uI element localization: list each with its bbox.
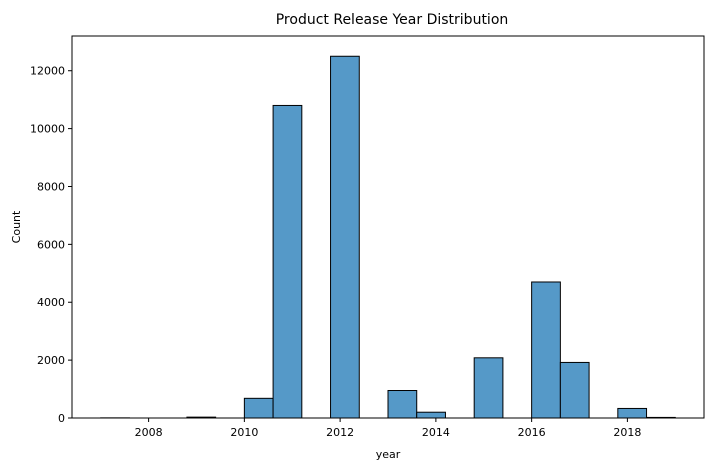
x-tick-label: 2008 [135, 426, 163, 439]
chart-title: Product Release Year Distribution [276, 12, 509, 28]
x-axis-label: year [376, 448, 401, 461]
x-tick-label: 2014 [422, 426, 450, 439]
x-axis-ticks: 2008 2010 2012 2014 2016 2018 [135, 418, 641, 439]
histogram-bar [473, 357, 504, 419]
histogram-bar [559, 361, 590, 419]
histogram-bar [531, 281, 561, 419]
y-tick-label: 6000 [37, 238, 65, 251]
y-tick-label: 12000 [30, 65, 65, 78]
histogram-bar [330, 55, 360, 419]
histogram-bar [617, 407, 648, 419]
histogram-bar [387, 390, 418, 419]
plot-frame [71, 35, 705, 419]
x-tick-label: 2018 [613, 426, 641, 439]
x-tick-label: 2012 [326, 426, 354, 439]
x-tick-label: 2016 [518, 426, 546, 439]
histogram-bar [272, 104, 303, 419]
x-tick-label: 2010 [230, 426, 258, 439]
histogram-bar [243, 397, 274, 419]
y-axis-ticks: 0 2000 4000 6000 8000 10000 12000 [30, 65, 72, 425]
y-axis-label: Count [10, 210, 23, 243]
histogram-bar [416, 411, 446, 419]
bars-group [100, 55, 676, 419]
y-tick-label: 4000 [37, 296, 65, 309]
y-tick-label: 10000 [30, 123, 65, 136]
y-tick-label: 8000 [37, 180, 65, 193]
y-tick-label: 0 [58, 412, 65, 425]
y-tick-label: 2000 [37, 354, 65, 367]
